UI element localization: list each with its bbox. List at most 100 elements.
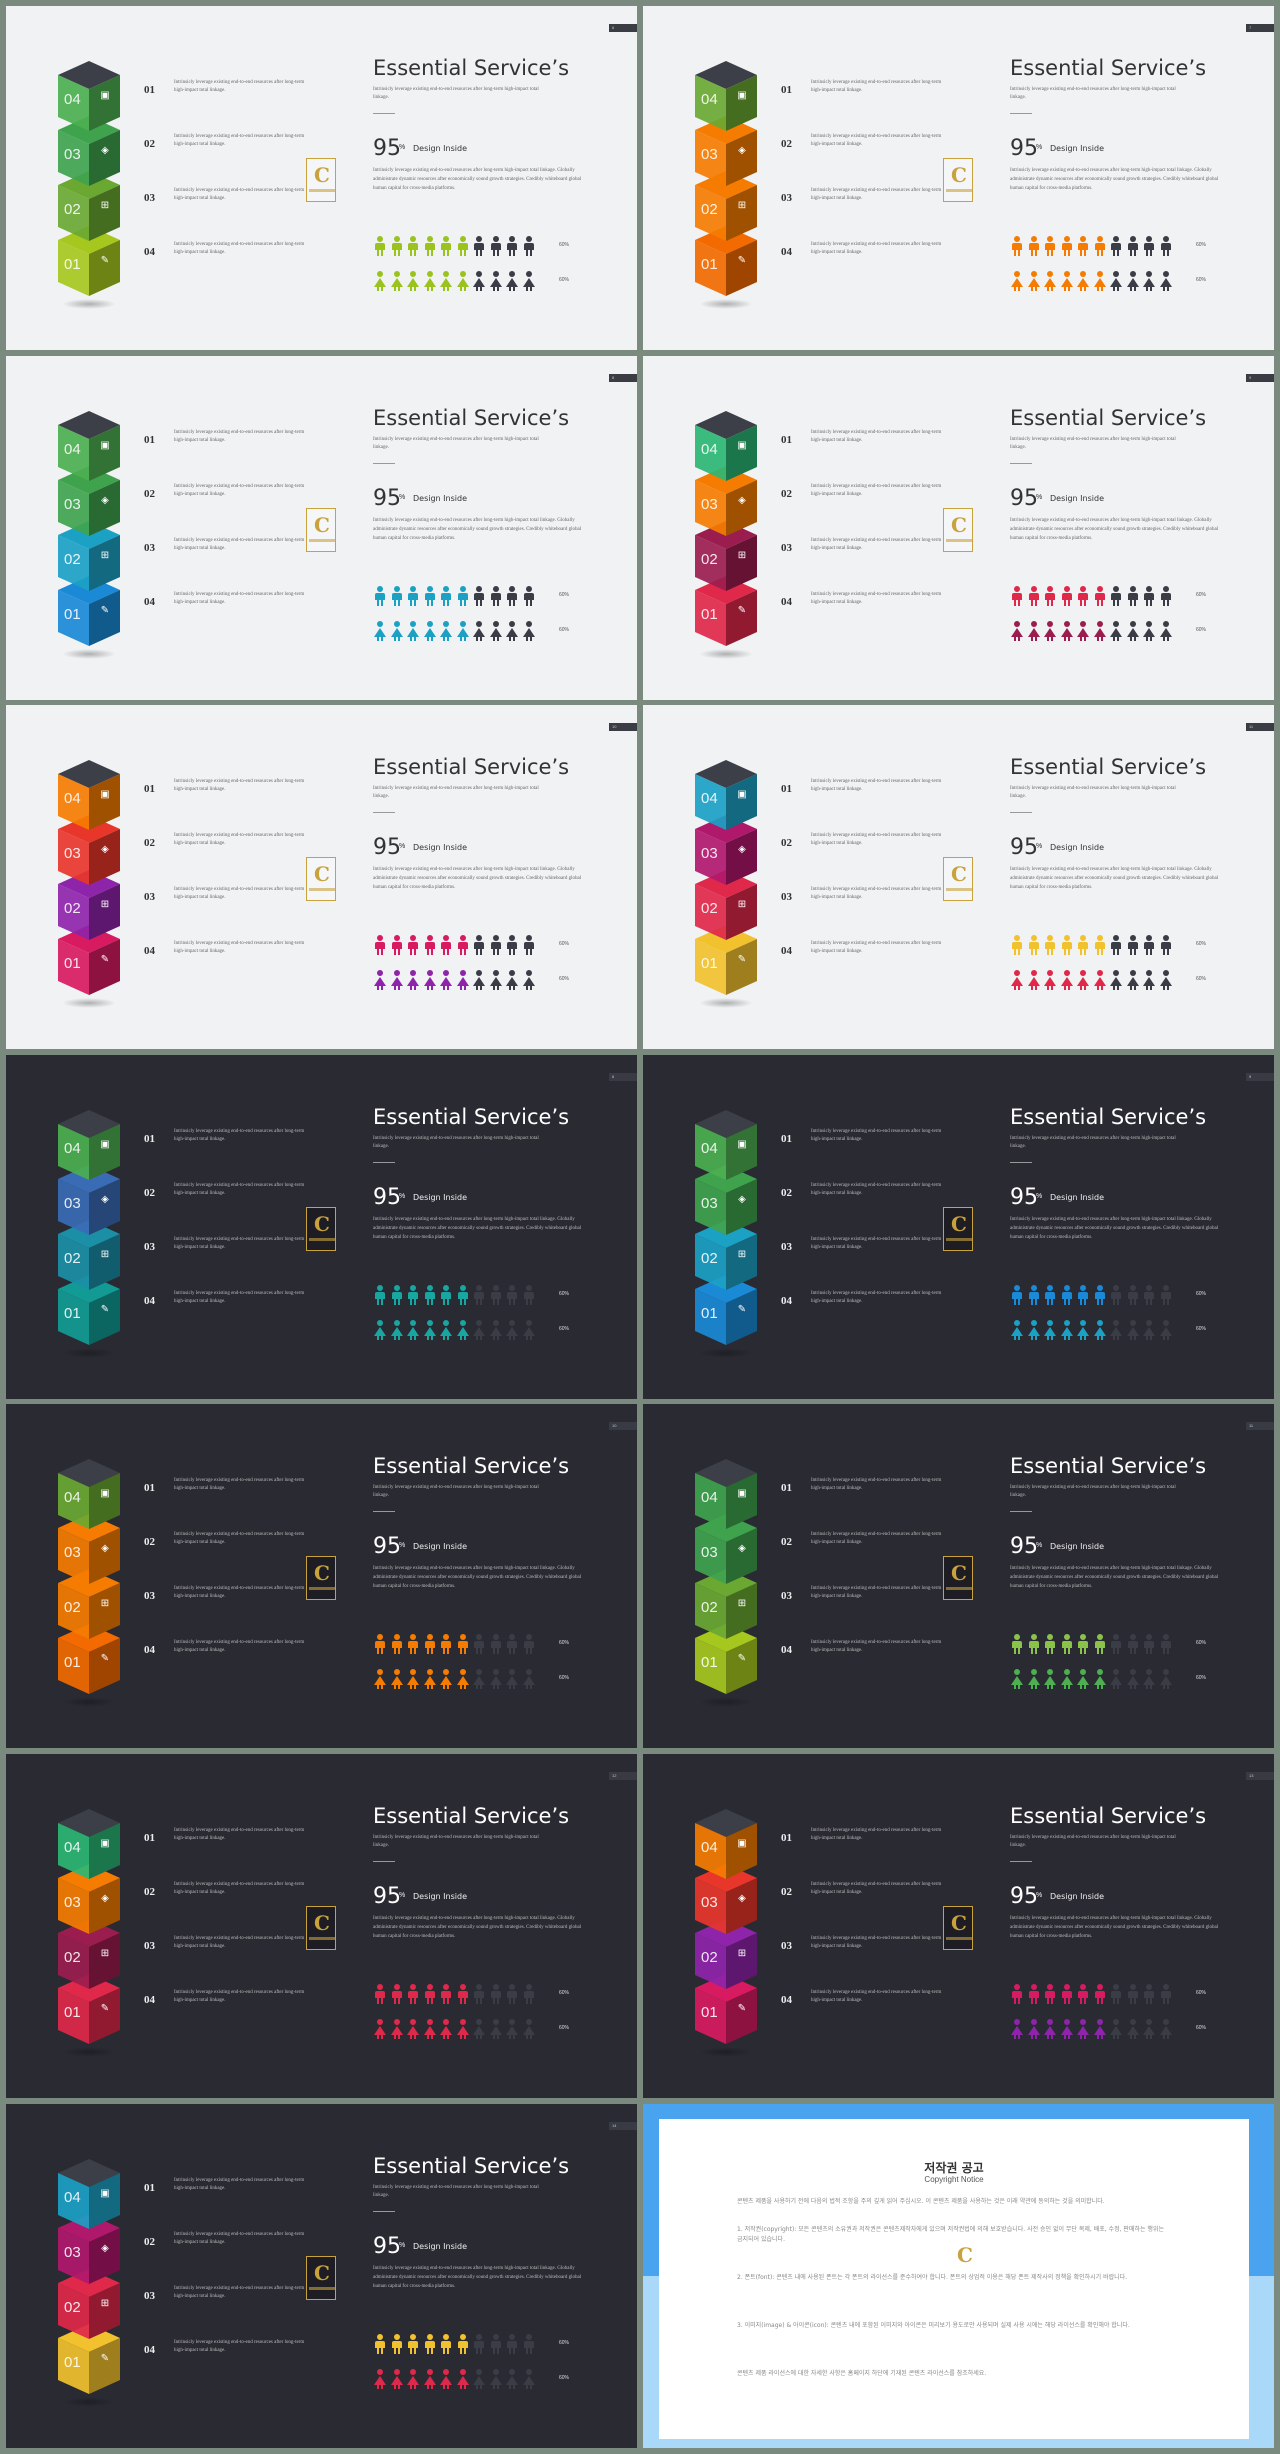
person-female-icon	[1093, 1669, 1107, 1690]
person-male-icon	[472, 585, 486, 606]
person-male-icon	[456, 935, 470, 956]
slide-thumbnail[interactable]: 10 04 ▣ 03 ◈ 02 ⊞ 01 ✎ 01 Intrinsicly leverage e…	[6, 705, 637, 1050]
list-number: 02	[144, 1885, 155, 1898]
person-female-icon	[505, 1669, 519, 1690]
slide-subtitle: Intrinsicly leverage existing end-to-end…	[1010, 1485, 1176, 1499]
cube-shape	[58, 2158, 120, 2229]
page-number: 11	[1246, 723, 1274, 732]
cube-icon: ◈	[101, 844, 109, 856]
slide-thumbnail[interactable]: 12 04 ▣ 03 ◈ 02 ⊞ 01 ✎ 01 Intrinsicly leverage e…	[6, 1753, 637, 2098]
list-text: Intrinsicly leverage existing end-to-end…	[811, 429, 942, 443]
person-female-icon	[505, 2368, 519, 2389]
slide-thumbnail[interactable]: 14 04 ▣ 03 ◈ 02 ⊞ 01 ✎ 01 Intrinsicly leverage e…	[6, 2103, 637, 2448]
slide-thumbnail[interactable]: 6 04 ▣ 03 ◈ 02 ⊞ 01 ✎ 01 Intrinsicly leverage ex…	[6, 6, 637, 350]
list-item: 04 Intrinsicly leverage existing end-to-e…	[781, 592, 951, 650]
slide-thumbnail[interactable]: 8 04 ▣ 03 ◈ 02 ⊞ 01 ✎ 01 Intrinsicly leverage ex…	[6, 355, 637, 700]
slide-thumbnail[interactable]: 13 04 ▣ 03 ◈ 02 ⊞ 01 ✎ 01 Intrinsicly leverage e…	[643, 1753, 1274, 2098]
list-number: 02	[781, 837, 792, 850]
list-number: 03	[144, 1939, 155, 1952]
cube-shadow	[62, 1347, 116, 1358]
list-number: 04	[144, 595, 155, 608]
person-female-icon	[1109, 1319, 1123, 1340]
list-item: 03 Intrinsicly leverage existing end-to-e…	[781, 188, 951, 246]
cube-number: 03	[701, 495, 718, 513]
slide-thumbnail[interactable]: 9 04 ▣ 03 ◈ 02 ⊞ 01 ✎ 01 Intrinsicly leverage ex…	[643, 1054, 1274, 1399]
list-text: Intrinsicly leverage existing end-to-end…	[811, 941, 942, 955]
slide-thumbnail[interactable]: 11 04 ▣ 03 ◈ 02 ⊞ 01 ✎ 01 Intrinsicly leverage e…	[643, 1404, 1274, 1749]
people-row-male	[373, 1284, 553, 1305]
person-female-icon	[439, 271, 453, 291]
list-item: 04 Intrinsicly leverage existing end-to-e…	[781, 1990, 951, 2048]
logo-badge: C	[943, 158, 973, 202]
slide-title: Essential Service’s	[1010, 1104, 1207, 1129]
logo-badge: C	[306, 1206, 336, 1251]
logo-c-icon: C	[951, 862, 967, 887]
cube-shape	[695, 410, 757, 481]
person-female-icon	[1159, 970, 1173, 991]
person-male-icon	[456, 2333, 470, 2354]
divider	[373, 1860, 395, 1862]
slide-thumbnail[interactable]: 6 04 ▣ 03 ◈ 02 ⊞ 01 ✎ 01 Intrinsicly leverage ex…	[6, 1054, 637, 1399]
people-row-value: 60%	[1196, 591, 1207, 598]
list-text: Intrinsicly leverage existing end-to-end…	[811, 779, 942, 793]
slide-subtitle: Intrinsicly leverage existing end-to-end…	[373, 1135, 539, 1149]
person-female-icon	[1159, 2018, 1173, 2039]
slide-thumbnail[interactable]: 10 04 ▣ 03 ◈ 02 ⊞ 01 ✎ 01 Intrinsicly leverage e…	[6, 1404, 637, 1749]
person-female-icon	[472, 2368, 486, 2389]
logo-c-icon: C	[951, 512, 967, 537]
body-text: Intrinsicly leverage existing end-to-end…	[373, 1216, 582, 1240]
cube-stack: 04 ▣ 03 ◈ 02 ⊞ 01 ✎	[695, 61, 757, 309]
slide-thumbnail[interactable]: 11 04 ▣ 03 ◈ 02 ⊞ 01 ✎ 01 Intrinsicly leverage e…	[643, 705, 1274, 1050]
cube-icon: ⊞	[100, 200, 110, 211]
person-female-icon	[522, 620, 536, 641]
person-female-icon	[522, 1319, 536, 1340]
cube-icon: ⊞	[737, 1947, 747, 1959]
person-female-icon	[489, 970, 503, 991]
slide-thumbnail[interactable]: 7 04 ▣ 03 ◈ 02 ⊞ 01 ✎ 01 Intrinsicly leverage ex…	[643, 6, 1274, 350]
person-female-icon	[1010, 2018, 1024, 2039]
list-item: 03 Intrinsicly leverage existing end-to-e…	[781, 538, 951, 596]
list-number: 04	[144, 2343, 155, 2356]
cube-stack: 04 ▣ 03 ◈ 02 ⊞ 01 ✎	[695, 760, 757, 1009]
person-male-icon	[1043, 236, 1057, 256]
person-female-icon	[390, 271, 404, 291]
cube-number: 02	[64, 900, 81, 918]
person-female-icon	[1076, 970, 1090, 991]
person-male-icon	[1060, 236, 1074, 256]
cube-icon: ◈	[101, 1543, 109, 1555]
list-item: 03 Intrinsicly leverage existing end-to-e…	[144, 1936, 314, 1994]
cube-number: 02	[701, 550, 718, 568]
list-number: 03	[781, 192, 792, 204]
copyright-slide[interactable]: 저작권 공고 Copyright Notice 콘텐츠 제품을 사용하기 전에 다음…	[643, 2103, 1274, 2448]
person-male-icon	[1076, 585, 1090, 606]
list-number: 02	[781, 1186, 792, 1199]
cube-icon: ▣	[100, 90, 110, 101]
person-male-icon	[489, 1983, 503, 2004]
person-female-icon	[1010, 1319, 1024, 1340]
person-male-icon	[373, 1634, 387, 1655]
person-female-icon	[1093, 970, 1107, 991]
person-female-icon	[373, 1669, 387, 1690]
big-number: 95	[1010, 835, 1038, 861]
slide-thumbnail[interactable]: 9 04 ▣ 03 ◈ 02 ⊞ 01 ✎ 01 Intrinsicly leverage ex…	[643, 355, 1274, 700]
list-item: 04 Intrinsicly leverage existing end-to-e…	[781, 242, 951, 300]
person-female-icon	[406, 970, 420, 991]
cube-4: 04 ▣	[695, 760, 757, 831]
list-text: Intrinsicly leverage existing end-to-end…	[174, 242, 305, 255]
person-male-icon	[439, 1284, 453, 1305]
slide-subtitle: Intrinsicly leverage existing end-to-end…	[373, 2184, 539, 2198]
person-female-icon	[1093, 1319, 1107, 1340]
person-male-icon	[1076, 935, 1090, 956]
divider	[373, 462, 395, 464]
person-male-icon	[390, 1634, 404, 1655]
person-male-icon	[1159, 236, 1173, 256]
person-male-icon	[489, 1284, 503, 1305]
people-row-value: 60%	[1196, 1675, 1207, 1682]
person-male-icon	[1142, 1634, 1156, 1655]
cube-number: 01	[701, 955, 718, 973]
cube-4: 04 ▣	[695, 61, 757, 131]
cube-number: 03	[701, 146, 718, 163]
cube-2: 02 ⊞	[695, 870, 757, 941]
list-text: Intrinsicly leverage existing end-to-end…	[174, 1236, 305, 1250]
page-number: 13	[1246, 1771, 1274, 1780]
